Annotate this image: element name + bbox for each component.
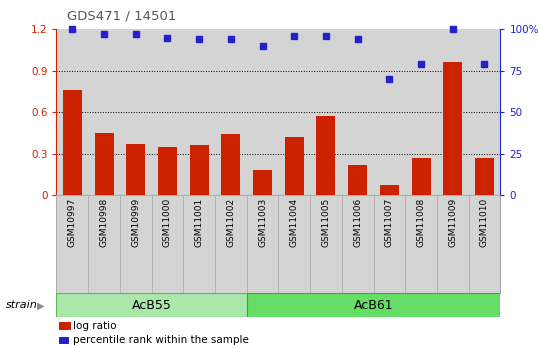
Bar [88,195,120,293]
Bar [310,195,342,293]
Text: GSM11000: GSM11000 [163,198,172,247]
Text: GSM10998: GSM10998 [100,198,109,247]
Bar [285,137,304,195]
Bar [56,293,247,317]
Text: log ratio: log ratio [73,321,116,331]
Bar [215,195,247,293]
Text: ▶: ▶ [37,300,44,310]
Bar [279,195,310,293]
Bar [247,195,279,293]
Bar [126,144,145,195]
Bar [247,293,500,317]
Bar [183,195,215,293]
Bar [158,147,177,195]
Bar [437,195,469,293]
Text: GSM11002: GSM11002 [226,198,235,247]
Text: GDS471 / 14501: GDS471 / 14501 [67,9,176,22]
Bar [380,185,399,195]
Text: percentile rank within the sample: percentile rank within the sample [73,335,249,345]
Text: GSM10999: GSM10999 [131,198,140,247]
Text: GSM11004: GSM11004 [290,198,299,247]
Text: strain: strain [5,300,37,310]
Bar [120,195,152,293]
Bar [59,322,71,330]
Bar [253,170,272,195]
Bar [95,133,114,195]
Bar [316,116,336,195]
Text: GSM11010: GSM11010 [480,198,489,247]
Text: GSM11007: GSM11007 [385,198,394,247]
Bar [342,195,373,293]
Bar [469,195,500,293]
Text: GSM11006: GSM11006 [353,198,362,247]
Text: AcB55: AcB55 [132,299,172,312]
Text: GSM11001: GSM11001 [195,198,204,247]
Bar [63,90,82,195]
Text: AcB61: AcB61 [353,299,393,312]
Bar [348,165,367,195]
Bar [56,195,88,293]
Bar [405,195,437,293]
Text: GSM11003: GSM11003 [258,198,267,247]
Text: GSM11008: GSM11008 [416,198,426,247]
Text: GSM11005: GSM11005 [322,198,330,247]
Bar [443,62,462,195]
Text: GSM11009: GSM11009 [448,198,457,247]
Bar [373,195,405,293]
Bar [189,145,209,195]
Bar [152,195,183,293]
Bar [221,134,240,195]
Text: GSM10997: GSM10997 [68,198,77,247]
Bar [59,337,69,344]
Bar [412,158,430,195]
Bar [475,158,494,195]
